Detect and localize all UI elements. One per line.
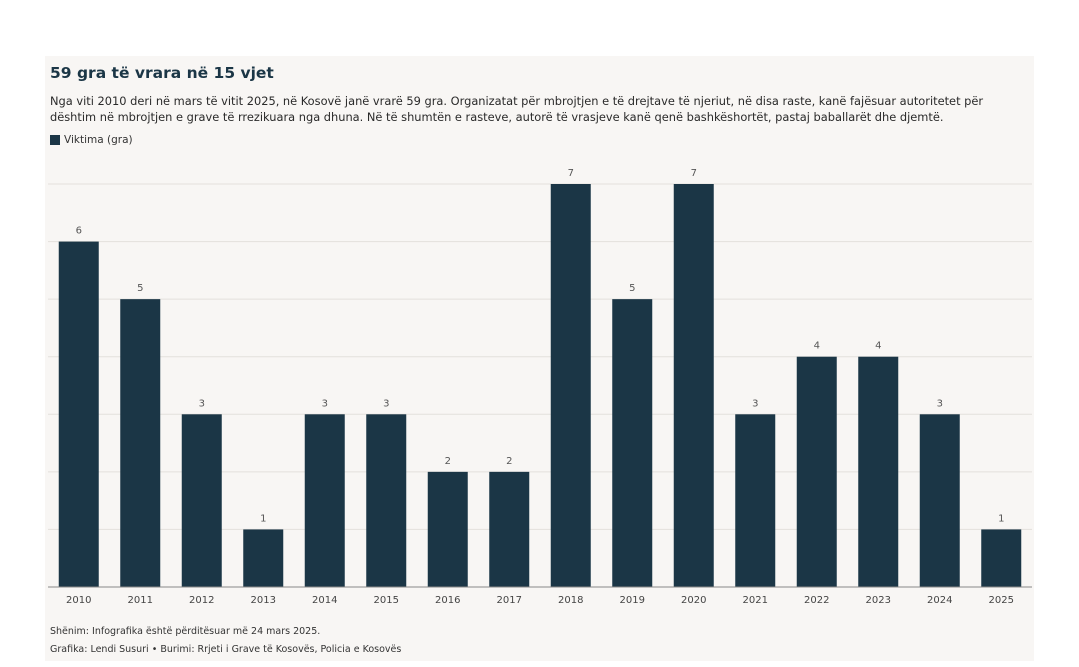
data-label: 5 <box>137 283 143 294</box>
data-label: 7 <box>568 168 574 179</box>
x-tick-label: 2012 <box>189 595 214 606</box>
x-tick-label: 2016 <box>435 595 460 606</box>
data-label: 2 <box>506 456 512 467</box>
bar <box>981 529 1022 587</box>
data-label: 3 <box>752 398 758 409</box>
x-tick-label: 2020 <box>681 595 706 606</box>
data-label: 3 <box>322 398 328 409</box>
data-label: 1 <box>260 513 266 524</box>
bar <box>550 184 591 587</box>
bar <box>735 414 776 587</box>
footnote: Shënim: Infografika është përditësuar më… <box>50 626 321 637</box>
bar <box>304 414 345 587</box>
data-label: 4 <box>875 341 881 352</box>
bar <box>58 241 99 588</box>
bar <box>858 356 899 587</box>
bar <box>120 299 161 587</box>
bar <box>673 184 714 587</box>
data-label: 1 <box>998 513 1004 524</box>
bar <box>612 299 653 587</box>
legend: Viktima (gra) <box>50 134 133 146</box>
bar <box>796 356 837 587</box>
x-tick-label: 2019 <box>620 595 645 606</box>
legend-label: Viktima (gra) <box>64 134 133 146</box>
legend-swatch <box>50 135 60 145</box>
x-tick-label: 2014 <box>312 595 337 606</box>
data-label: 7 <box>691 168 697 179</box>
x-tick-label: 2023 <box>866 595 891 606</box>
bar <box>181 414 222 587</box>
data-label: 5 <box>629 283 635 294</box>
bar <box>427 471 468 587</box>
x-tick-label: 2017 <box>497 595 522 606</box>
data-label: 4 <box>814 341 820 352</box>
data-label: 2 <box>445 456 451 467</box>
chart-subtitle: Nga viti 2010 deri në mars të vitit 2025… <box>50 94 984 124</box>
data-label: 6 <box>76 226 82 237</box>
chart-title: 59 gra të vrara në 15 vjet <box>50 64 274 82</box>
data-label: 3 <box>383 398 389 409</box>
x-tick-label: 2011 <box>128 595 153 606</box>
x-tick-label: 2025 <box>989 595 1014 606</box>
data-label: 3 <box>199 398 205 409</box>
x-tick-label: 2015 <box>374 595 399 606</box>
bar <box>243 529 284 587</box>
bar <box>489 471 530 587</box>
x-tick-label: 2010 <box>66 595 91 606</box>
bar <box>919 414 960 587</box>
x-tick-label: 2022 <box>804 595 829 606</box>
x-tick-label: 2024 <box>927 595 952 606</box>
bar <box>366 414 407 587</box>
credits: Grafika: Lendi Susuri • Burimi: Rrjeti i… <box>50 644 402 655</box>
x-tick-label: 2021 <box>743 595 768 606</box>
x-tick-label: 2018 <box>558 595 583 606</box>
data-label: 3 <box>937 398 943 409</box>
x-tick-label: 2013 <box>251 595 276 606</box>
